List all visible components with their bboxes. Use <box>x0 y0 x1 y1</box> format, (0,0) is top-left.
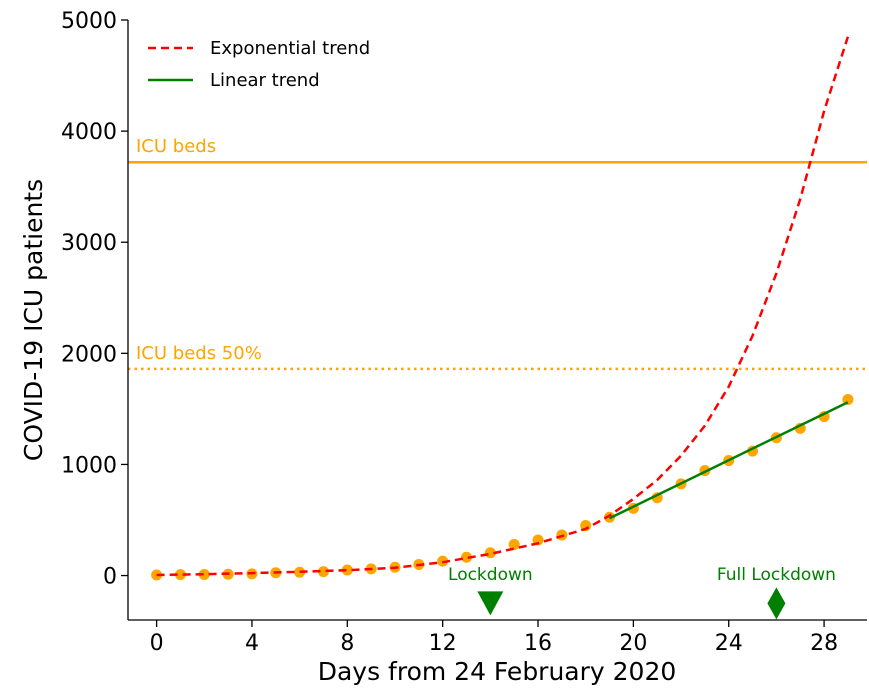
y-tick-label: 5000 <box>61 9 117 34</box>
x-tick-label: 24 <box>715 631 743 656</box>
y-tick-label: 4000 <box>61 120 117 145</box>
legend: Exponential trend Linear trend <box>148 38 370 91</box>
y-axis-title: COVID-19 ICU patients <box>19 179 48 461</box>
trend-line-linear <box>608 401 849 520</box>
y-tick-label: 3000 <box>61 231 117 256</box>
reference-line-label-0: ICU beds <box>136 136 216 157</box>
x-tick-label: 28 <box>810 631 838 656</box>
axes: 0 4 8 12 16 20 24 28 0 1000 2000 3000 4000 5000 <box>61 9 867 656</box>
annotation-marker-0 <box>477 591 504 616</box>
data-point <box>341 564 353 576</box>
x-tick-label: 8 <box>340 631 354 656</box>
legend-label-linear: Linear trend <box>210 70 320 91</box>
y-tick-label: 0 <box>103 565 117 590</box>
trend-line-exponential <box>156 36 850 577</box>
data-point <box>198 568 210 580</box>
x-axis-title: Days from 24 February 2020 <box>318 657 677 686</box>
x-tick-label: 16 <box>524 631 552 656</box>
data-point <box>461 551 473 563</box>
annotation-label-0: Lockdown <box>448 565 533 585</box>
y-tick-label: 1000 <box>61 453 117 478</box>
x-tick-label: 0 <box>150 631 164 656</box>
annotation-marker-1 <box>767 587 786 620</box>
annotation-label-1: Full Lockdown <box>717 565 836 585</box>
reference-line-label-1: ICU beds 50% <box>136 343 262 364</box>
data-point <box>508 538 520 550</box>
legend-label-exponential: Exponential trend <box>210 38 370 59</box>
data-point <box>174 569 186 581</box>
plot-area: ICU beds ICU beds 50% Lockdown Full Lockdow… <box>128 36 867 620</box>
y-tick-label: 2000 <box>61 342 117 367</box>
x-tick-label: 20 <box>619 631 647 656</box>
x-tick-label: 4 <box>245 631 259 656</box>
data-point <box>317 566 329 578</box>
x-tick-label: 12 <box>429 631 457 656</box>
